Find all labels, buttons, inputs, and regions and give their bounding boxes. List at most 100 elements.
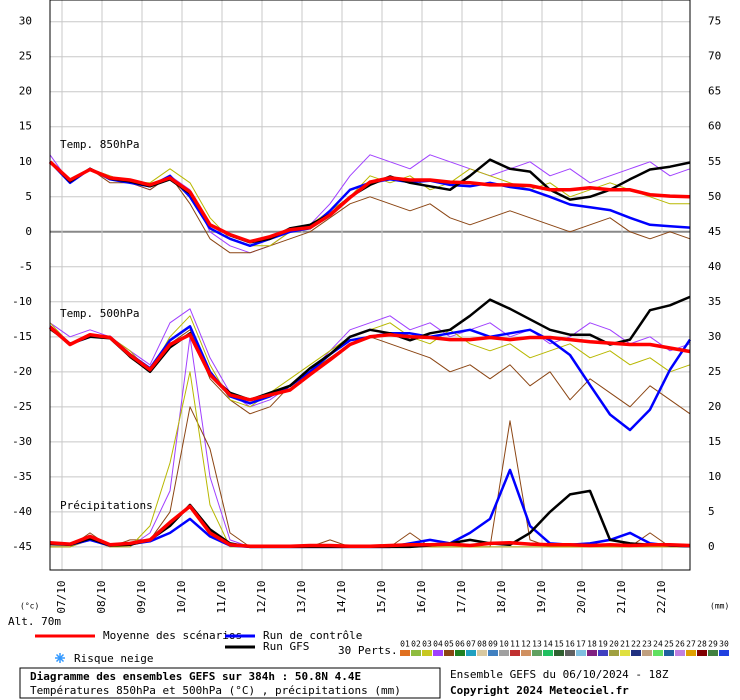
perturbation-label: 19 [598, 640, 608, 649]
perturbation-swatch [697, 650, 707, 656]
perturbation-swatch [477, 650, 487, 656]
perturbation-label: 22 [631, 640, 641, 649]
perturbation-swatch [609, 650, 619, 656]
perturbation-swatch [433, 650, 443, 656]
perturbation-label: 08 [477, 640, 487, 649]
y-tick-label: 25 [19, 50, 32, 63]
perturbation-swatch [543, 650, 553, 656]
perturbation-label: 05 [444, 640, 454, 649]
perturbation-swatch [466, 650, 476, 656]
perturbation-swatch [675, 650, 685, 656]
snow-icon [55, 653, 65, 663]
y-tick-label: 5 [25, 190, 32, 203]
y2-tick-label: 50 [708, 190, 721, 203]
x-tick-label: 13/10 [295, 580, 308, 613]
legend-label: Run GFS [263, 640, 309, 653]
perturbation-label: 18 [587, 640, 597, 649]
perturbation-label: 07 [466, 640, 476, 649]
legend-label: 30 Perts. [338, 644, 398, 657]
y2-tick-label: 10 [708, 470, 721, 483]
perturbation-label: 01 [400, 640, 410, 649]
perturbation-swatch [411, 650, 421, 656]
legend-label: Moyenne des scénarios [103, 629, 242, 642]
perturbation-label: 02 [411, 640, 421, 649]
perturbation-swatch [576, 650, 586, 656]
perturbation-label: 06 [455, 640, 465, 649]
perturbation-swatch [565, 650, 575, 656]
perturbation-swatch [532, 650, 542, 656]
perturbation-swatch [719, 650, 729, 656]
perturbation-swatch [653, 650, 663, 656]
footer-box [19, 667, 441, 699]
x-tick-label: 08/10 [95, 580, 108, 613]
y-tick-label: -40 [12, 505, 32, 518]
x-tick-label: 15/10 [375, 580, 388, 613]
perturbation-label: 03 [422, 640, 432, 649]
y2-unit: (mm) [710, 602, 729, 611]
perturbation-label: 20 [609, 640, 619, 649]
perturbation-label: 25 [664, 640, 674, 649]
series-line [48, 325, 691, 402]
perturbation-swatch [554, 650, 564, 656]
y2-tick-label: 25 [708, 365, 721, 378]
y2-tick-label: 70 [708, 50, 721, 63]
perturbation-label: 12 [521, 640, 531, 649]
plot-lines [48, 154, 692, 549]
perturbation-label: 26 [675, 640, 685, 649]
perturbation-swatch [631, 650, 641, 656]
x-tick-label: 21/10 [615, 580, 628, 613]
y2-tick-label: 30 [708, 330, 721, 343]
perturbation-label: 27 [686, 640, 696, 649]
x-tick-label: 17/10 [455, 580, 468, 613]
y2-tick-label: 20 [708, 400, 721, 413]
y-tick-label: 20 [19, 85, 32, 98]
y-tick-label: -30 [12, 435, 32, 448]
copyright: Copyright 2024 Meteociel.fr [450, 684, 629, 697]
perturbation-label: 11 [510, 640, 520, 649]
y2-tick-label: 0 [708, 540, 715, 553]
y2-tick-label: 75 [708, 15, 721, 28]
perturbation-label: 15 [554, 640, 564, 649]
perturbation-swatch [422, 650, 432, 656]
perturbation-label: 14 [543, 640, 553, 649]
y2-tick-label: 40 [708, 260, 721, 273]
series-line [49, 504, 691, 548]
x-tick-label: 19/10 [535, 580, 548, 613]
y2-tick-label: 60 [708, 120, 721, 133]
y-tick-label: -5 [19, 260, 32, 273]
x-tick-label: 10/10 [175, 580, 188, 613]
perturbation-label: 21 [620, 640, 630, 649]
x-tick-label: 14/10 [335, 580, 348, 613]
plot-frame [49, 0, 691, 571]
y-tick-label: 10 [19, 155, 32, 168]
x-tick-label: 11/10 [215, 580, 228, 613]
y2-tick-label: 35 [708, 295, 721, 308]
perturbation-label: 04 [433, 640, 443, 649]
title: Diagramme des ensembles GEFS sur 384h : … [30, 670, 361, 683]
perturbation-swatch [400, 650, 410, 656]
x-tick-label: 16/10 [415, 580, 428, 613]
y2-tick-label: 65 [708, 85, 721, 98]
perturbation-swatch [510, 650, 520, 656]
y-tick-label: -45 [12, 540, 32, 553]
grid [50, 0, 690, 570]
member-line [49, 161, 690, 247]
perturbation-swatch [499, 650, 509, 656]
x-tick-label: 07/10 [55, 580, 68, 613]
y-tick-label: -35 [12, 470, 32, 483]
x-tick-label: 18/10 [495, 580, 508, 613]
y-tick-label: 30 [19, 15, 32, 28]
legend: Risque neige 30 Perts. Moyenne des scéna… [35, 629, 729, 665]
perturbation-label: 29 [708, 640, 718, 649]
run-info: Ensemble GEFS du 06/10/2024 - 18Z [450, 668, 669, 681]
perturbation-label: 13 [532, 640, 542, 649]
y-tick-label: -25 [12, 400, 32, 413]
y-tick-label: 0 [25, 225, 32, 238]
y2-tick-label: 5 [708, 505, 715, 518]
annotation: Précipitations [60, 499, 153, 512]
perturbation-label: 17 [576, 640, 586, 649]
perturbation-swatch [642, 650, 652, 656]
perturbation-swatch [620, 650, 630, 656]
